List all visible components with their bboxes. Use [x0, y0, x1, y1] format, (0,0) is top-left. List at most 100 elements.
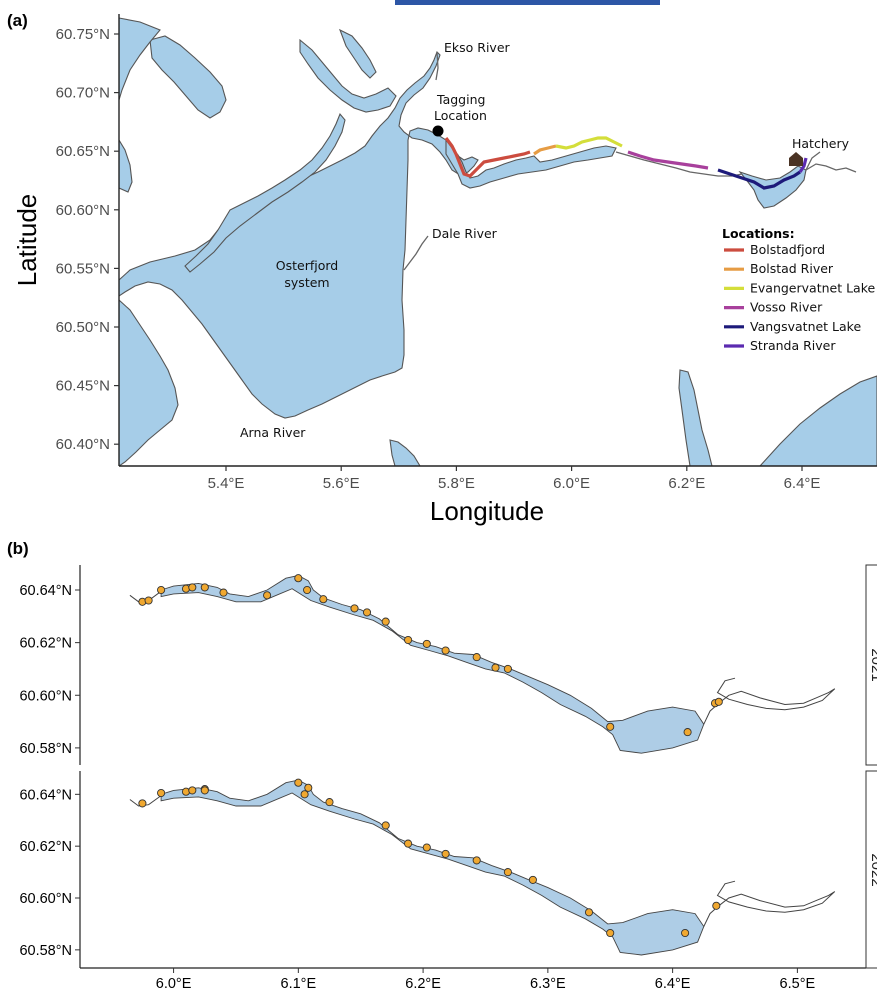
legend-item-label: Vangsvatnet Lake [750, 319, 861, 334]
panel-a-x-tick-label: 6.0°E [553, 475, 590, 492]
northeast-creek [805, 151, 821, 171]
panel-b-label: (b) [7, 539, 29, 558]
panel-a-label: (a) [7, 11, 28, 30]
panel-a-x-tick-label: 5.8°E [438, 475, 475, 492]
receiver-point [319, 595, 328, 604]
panel-a-y-tick-label: 60.75°N [56, 26, 110, 43]
large-se-lake [759, 375, 877, 466]
receiver-point [294, 778, 303, 787]
receiver-point [441, 849, 450, 858]
panel-b-y-tick-label: 60.58°N [19, 741, 72, 757]
panel-b-y-tick-label: 60.60°N [19, 688, 72, 704]
label-osterfjord-2: system [284, 275, 329, 290]
panel-a-y-tick-label: 60.40°N [56, 436, 110, 453]
stranda-line [805, 163, 857, 173]
facet-2022-water [160, 779, 705, 956]
receiver-point [528, 875, 537, 884]
north-fjord-arm [119, 17, 161, 101]
sw-fjord [119, 299, 179, 466]
panel-b-x-tick-label: 6.1°E [281, 976, 317, 992]
panel-b-x-tick-label: 6.3°E [530, 976, 566, 992]
legend-title: Locations: [722, 226, 795, 241]
hatchery-icon [789, 152, 803, 166]
legend-item-label: Evangervatnet Lake [750, 280, 876, 295]
facet-2021-strip [865, 564, 877, 766]
panel-b-x-tick-label: 6.5°E [780, 976, 816, 992]
panel-a-x-tick-label: 6.2°E [668, 475, 705, 492]
receiver-point [200, 786, 209, 795]
label-ekso-river: Ekso River [444, 40, 511, 55]
segment-evangervatnet [555, 136, 623, 150]
receiver-point [681, 928, 690, 938]
west-inlet [119, 138, 133, 193]
receiver-point [712, 901, 721, 910]
panel-a-xlabel: Longitude [430, 496, 544, 526]
receiver-point [472, 856, 481, 865]
receiver-point [219, 588, 228, 597]
receiver-point [606, 928, 615, 938]
legend: Locations: Bolstadfjord Bolstad River Evan… [722, 226, 876, 353]
receiver-point [441, 646, 450, 655]
panel-a-x-tick-label: 5.6°E [323, 475, 360, 492]
legend-item-label: Bolstad River [750, 261, 834, 276]
north-channel [299, 38, 397, 113]
facet-2021-strip-label: 2021 [868, 648, 877, 681]
facet-2022: 2022 60.64°N 60.62°N 60.60°N 60.58°N [19, 770, 877, 969]
northern-lake [149, 35, 227, 119]
receiver-point [325, 798, 334, 807]
north-inlet [338, 28, 377, 79]
receiver-point [188, 786, 197, 795]
label-osterfjord-1: Osterfjord [276, 258, 338, 273]
segment-vosso [627, 150, 709, 170]
segment-stranda [798, 157, 808, 173]
label-tagging-1: Tagging [436, 92, 485, 107]
receiver-point [404, 635, 413, 645]
receiver-point [381, 617, 390, 626]
receiver-point [157, 788, 166, 798]
legend-item-label: Bolstadfjord [750, 242, 825, 257]
dale-river-line [403, 235, 429, 271]
receiver-point [188, 583, 197, 592]
receiver-point [263, 591, 272, 600]
receiver-point [404, 839, 413, 848]
vosso-line [615, 151, 743, 177]
facet-2021-water [160, 575, 705, 754]
receiver-point [362, 608, 372, 617]
facet-2022-strip-label: 2022 [868, 853, 877, 886]
inner-fjord [184, 112, 346, 273]
panel-a-map [119, 17, 877, 466]
panel-b-y-tick-label: 60.60°N [19, 891, 72, 907]
legend-item-label: Stranda River [750, 338, 836, 353]
receiver-point [144, 596, 153, 605]
label-hatchery: Hatchery [792, 136, 850, 151]
label-tagging-2: Location [434, 108, 487, 123]
receiver-point [304, 783, 313, 792]
receiver-point [491, 663, 500, 672]
receiver-point [422, 639, 431, 648]
receiver-point [157, 585, 166, 595]
se-lake [678, 369, 713, 466]
facet-2021-river-lower [703, 677, 836, 725]
panel-b-y-tick-label: 60.64°N [19, 583, 72, 599]
receiver-point [584, 908, 594, 917]
panel-b-y-tick-label: 60.64°N [19, 787, 72, 803]
receiver-point [472, 653, 481, 662]
receiver-point [606, 722, 615, 731]
panel-a-x-tick-label: 6.4°E [784, 475, 821, 492]
ekso-river-line [435, 51, 439, 81]
receiver-point [300, 790, 309, 799]
receiver-point [350, 604, 359, 613]
receiver-point [303, 585, 312, 595]
panel-a-y-tick-label: 60.55°N [56, 260, 110, 277]
panel-a-y-tick-label: 60.60°N [56, 202, 110, 219]
panel-a-y-tick-label: 60.50°N [56, 319, 110, 336]
receiver-point [503, 868, 512, 877]
bolstadfjord-water [445, 138, 617, 189]
segment-bolstadfjord [444, 137, 531, 178]
panel-b-y-tick-label: 60.62°N [19, 839, 72, 855]
label-dale-river: Dale River [432, 226, 498, 241]
legend-item-label: Vosso River [750, 300, 823, 315]
panel-b-x-tick-label: 6.2°E [405, 976, 441, 992]
receiver-point [200, 583, 209, 592]
